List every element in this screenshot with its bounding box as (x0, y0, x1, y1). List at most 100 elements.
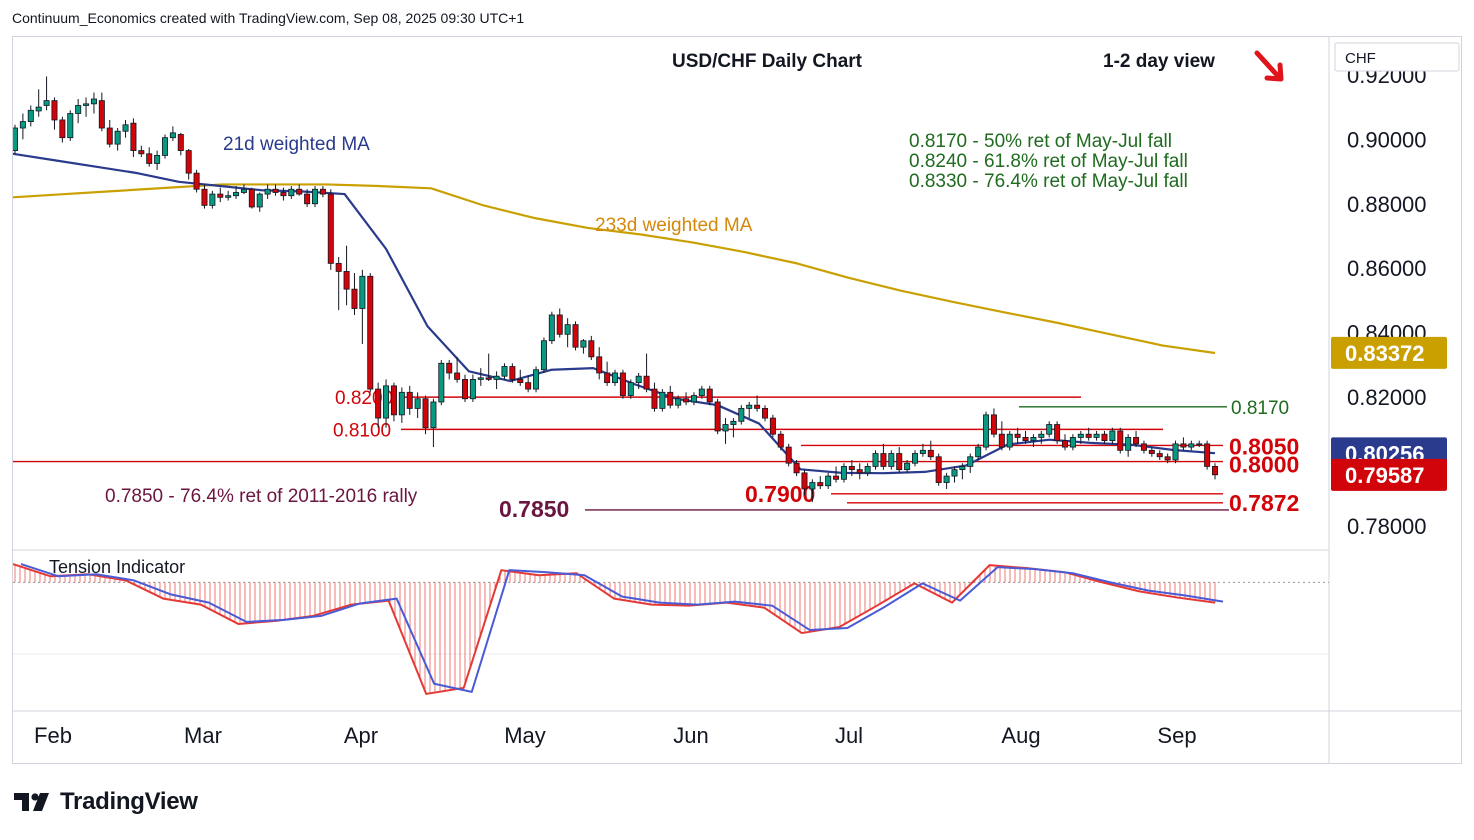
candle-body (667, 391, 674, 406)
candle-body (343, 271, 350, 290)
candle-body (769, 417, 776, 435)
candle-body (556, 314, 563, 335)
chart-title: USD/CHF Daily Chart (672, 51, 863, 72)
candle-body (217, 193, 224, 198)
candle-body (83, 103, 90, 106)
y-tick-label: 0.90000 (1347, 127, 1427, 152)
candle-body (833, 475, 840, 480)
candle-body (185, 150, 192, 174)
candle-body (588, 340, 595, 358)
candle-body (1062, 440, 1069, 448)
candle-body (422, 398, 429, 429)
candle-body (525, 382, 532, 390)
level-label: 0.8050 (1229, 433, 1299, 459)
x-tick-label: Jul (835, 723, 863, 748)
candle-body (888, 453, 895, 467)
candle-body (935, 456, 942, 483)
candle-body (983, 414, 990, 448)
candle-body (1125, 437, 1132, 451)
candle-body (398, 391, 405, 416)
candle-body (927, 449, 934, 458)
candle-body (1022, 437, 1029, 442)
candle-body (43, 100, 50, 106)
candle-body (612, 372, 619, 384)
candle-body (801, 472, 808, 490)
x-tick-label: Sep (1157, 723, 1196, 748)
candle-body (367, 275, 374, 390)
chart-frame[interactable]: 0.92000 0.90000 0.88000 0.86000 0.84000 0.820… (12, 36, 1462, 764)
candle-body (209, 193, 216, 206)
candle-body (327, 193, 334, 264)
candle-body (809, 482, 816, 490)
level-label: 0.7872 (1229, 490, 1299, 516)
candle-body (296, 188, 303, 195)
candle-body (233, 192, 240, 197)
candle-body (1164, 456, 1171, 461)
candle-body (777, 433, 784, 448)
candle-body (264, 188, 271, 195)
candle-body (746, 404, 753, 409)
candle-body (454, 372, 461, 380)
x-tick-label: Apr (344, 723, 378, 748)
level-label: 0.7850 (499, 496, 569, 522)
y-tick-label: 0.86000 (1347, 256, 1427, 281)
candle-body (375, 388, 382, 419)
candle-body (533, 369, 540, 390)
candle-body (1196, 443, 1203, 446)
candle-body (193, 172, 200, 190)
y-tick-label: 0.82000 (1347, 385, 1427, 410)
candle-body (517, 379, 524, 384)
rally-note: 0.7850 - 76.4% ret of 2011-2016 rally (105, 486, 418, 507)
x-tick-label: Jun (673, 723, 708, 748)
candle-body (967, 456, 974, 467)
candle-body (406, 391, 413, 409)
candle-body (1093, 433, 1100, 438)
candle-body (793, 462, 800, 474)
candle-body (469, 379, 476, 400)
candle-body (1212, 466, 1219, 476)
chart-canvas[interactable]: 0.920000.900000.880000.860000.840000.820… (13, 37, 1461, 763)
candle-body (35, 106, 42, 112)
candle-body (106, 127, 113, 145)
candle-body (880, 453, 887, 467)
candle-body (848, 466, 855, 471)
level-label: 0.8100 (333, 420, 391, 441)
candle-body (177, 134, 184, 151)
chart-credit: Continuum_Economics created with Trading… (12, 10, 525, 26)
candle-body (122, 124, 129, 132)
candle-body (683, 398, 690, 403)
candle-body (509, 366, 516, 380)
candle-body (161, 137, 168, 156)
tradingview-logo[interactable]: TradingView (14, 788, 198, 816)
candle-body (27, 109, 34, 122)
candle-body (754, 404, 761, 409)
candle-body (1156, 453, 1163, 458)
candle-body (690, 395, 697, 403)
candle-body (1006, 433, 1013, 448)
candle-body (643, 375, 650, 390)
currency-box (1334, 42, 1460, 72)
candle-body (114, 130, 121, 145)
candle-body (1038, 433, 1045, 438)
tension-fast-line (13, 563, 1216, 695)
arrow-head (1264, 62, 1284, 82)
tension-histogram (14, 564, 1216, 694)
candle-body (98, 100, 105, 129)
candle-body (1077, 433, 1084, 438)
candle-body (169, 132, 176, 139)
ma233-line (13, 183, 1216, 355)
candle-body (430, 401, 437, 429)
candle-body (738, 408, 745, 422)
candle-body (1014, 433, 1021, 438)
tension-label: Tension Indicator (49, 557, 185, 577)
candle-body (635, 375, 642, 384)
tension-slow-line (20, 563, 1224, 693)
candle-body (864, 466, 871, 474)
candle-body (651, 388, 658, 409)
candle-body (67, 113, 74, 139)
candle-body (714, 401, 721, 432)
x-tick-label: Aug (1001, 723, 1040, 748)
candle-body (1101, 433, 1108, 442)
candle-body (13, 127, 18, 151)
candle-body (477, 377, 484, 380)
